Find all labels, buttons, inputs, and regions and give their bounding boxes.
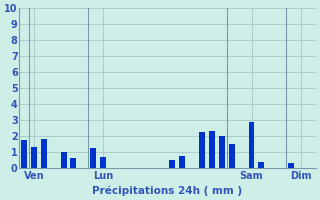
Bar — [100, 157, 106, 168]
Bar — [169, 160, 175, 168]
Bar — [31, 147, 37, 168]
Bar — [41, 139, 47, 168]
Bar — [21, 140, 27, 168]
Bar — [70, 158, 76, 168]
Bar — [249, 122, 254, 168]
Bar — [90, 148, 96, 168]
Bar — [179, 156, 185, 168]
Bar — [259, 162, 264, 168]
Bar — [288, 163, 294, 168]
X-axis label: Précipitations 24h ( mm ): Précipitations 24h ( mm ) — [92, 185, 243, 196]
Bar — [60, 152, 67, 168]
Bar — [229, 144, 235, 168]
Bar — [209, 131, 215, 168]
Bar — [199, 132, 205, 168]
Bar — [219, 136, 225, 168]
